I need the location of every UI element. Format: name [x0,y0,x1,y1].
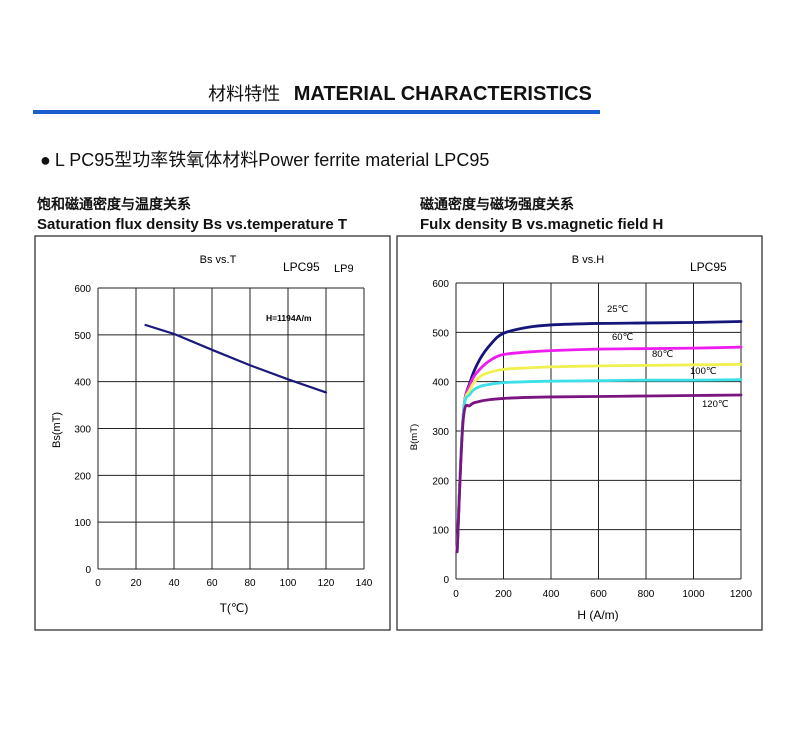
chart2-series-label: 60℃ [612,332,634,343]
chart2-series-line [455,363,743,551]
page-title: 材料特性 MATERIAL CHARACTERISTICS [0,80,800,106]
chart2-xtick: 1200 [730,589,753,600]
chart1-title: Bs vs.T [200,254,237,266]
chart2-ytick: 500 [432,328,449,339]
chart1-xtick: 140 [356,578,373,589]
chart2-series-line [455,378,743,551]
chart2-caption-zh: 磁通密度与磁场强度关系 [420,197,574,213]
chart-b-vs-h: B vs.H LPC95 H (A/m) B(mT) 0 200 400 600 800… [396,235,763,631]
chart1-xlabel: T(℃) [220,601,249,615]
section-heading: ● L PC95型功率铁氧体材料Power ferrite material LP… [40,146,489,172]
chart2-ytick: 600 [432,279,449,290]
chart1-ytick: 500 [74,331,91,342]
chart2-frame [396,235,763,631]
title-zh: 材料特性 [208,84,281,105]
chart1-xtick: 0 [95,578,101,589]
chart1-caption: 饱和磁通密度与温度关系 Saturation flux density Bs v… [37,194,347,233]
chart2-series-line [455,393,743,554]
chart2-ytick: 100 [432,526,449,537]
chart2-ytick: 400 [432,378,449,389]
chart2-xtick: 0 [453,589,459,600]
chart1-label2: LP9 [334,263,354,275]
chart1-xtick: 120 [318,578,335,589]
bullet-icon: ● [40,150,51,170]
chart1-annotation: H=1194A/m [266,313,312,323]
chart2-series-label: 80℃ [652,349,674,360]
section-heading-text: L PC95型功率铁氧体材料Power ferrite material LPC… [54,150,490,170]
chart1-caption-zh: 饱和磁通密度与温度关系 [37,197,191,213]
chart2-series-label: 25℃ [607,304,629,315]
title-rule [33,110,600,114]
chart2-series-label: 100℃ [690,366,717,377]
chart2-label: LPC95 [690,260,727,274]
title-en: MATERIAL CHARACTERISTICS [293,83,592,105]
chart2-ytick: 300 [432,427,449,438]
chart1-ytick: 400 [74,378,91,389]
chart2-xtick: 600 [590,589,607,600]
chart2-caption: 磁通密度与磁场强度关系 Fulx density B vs.magnetic f… [420,194,663,233]
chart2-ytick: 200 [432,476,449,487]
chart1-xtick: 40 [168,578,180,589]
chart2-ylabel: B(mT) [409,424,420,450]
chart2-ytick: 0 [443,575,449,586]
chart1-ytick: 200 [74,471,91,482]
chart1-ytick: 300 [74,425,91,436]
chart1-caption-en: Saturation flux density Bs vs.temperatur… [37,216,348,233]
chart2-series-label: 120℃ [702,399,729,410]
chart1-label: LPC95 [283,260,320,274]
chart1-xtick: 20 [130,578,142,589]
chart2-xlabel: H (A/m) [577,608,618,622]
chart-bs-vs-t: Bs vs.T LPC95 LP9 H=1194A/m T(℃) Bs(mT) … [34,235,391,631]
chart2-title: B vs.H [572,254,604,266]
chart2-caption-en: Fulx density B vs.magnetic field H [420,216,664,233]
chart1-ytick: 0 [85,565,91,576]
chart1-xtick: 80 [244,578,256,589]
chart2-xtick: 400 [543,589,560,600]
chart1-ytick: 100 [74,518,91,529]
chart1-xtick: 60 [206,578,218,589]
chart1-ylabel: Bs(mT) [51,412,63,448]
chart2-xtick: 200 [495,589,512,600]
chart1-ytick: 600 [74,284,91,295]
chart2-xtick: 1000 [682,589,705,600]
chart2-xtick: 800 [638,589,655,600]
chart1-series-line [144,323,328,394]
chart1-xtick: 100 [280,578,297,589]
